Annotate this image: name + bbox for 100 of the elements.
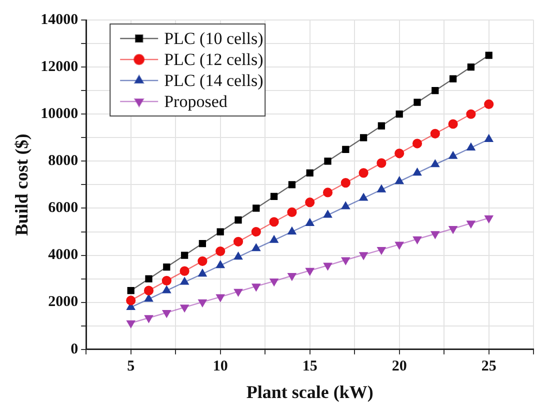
point: [216, 246, 226, 256]
point: [466, 220, 476, 228]
legend-label: PLC (14 cells): [164, 70, 264, 90]
point: [360, 134, 368, 142]
point: [341, 257, 350, 265]
point: [340, 178, 350, 188]
point: [305, 198, 315, 208]
legend-label: PLC (10 cells): [164, 28, 264, 48]
point: [288, 181, 296, 188]
point: [162, 276, 172, 286]
point: [484, 134, 494, 142]
point: [162, 286, 171, 294]
x-tick-label: 20: [392, 358, 407, 374]
x-tick-label: 25: [481, 358, 496, 374]
point: [198, 256, 208, 266]
point: [430, 231, 440, 239]
y-tick-label: 6000: [48, 200, 78, 216]
point: [234, 216, 242, 224]
point: [322, 188, 333, 198]
point: [144, 315, 153, 323]
point: [145, 275, 152, 282]
point: [180, 252, 188, 259]
y-tick-label: 4000: [48, 247, 78, 264]
x-tick-label: 10: [212, 358, 228, 374]
point: [251, 226, 261, 237]
x-axis-title: Plant scale (kW): [246, 382, 374, 402]
y-tick-label: 8000: [48, 153, 78, 170]
point: [270, 192, 278, 200]
point: [287, 207, 297, 218]
point: [448, 151, 458, 159]
point: [270, 235, 278, 243]
point: [252, 284, 260, 292]
point: [144, 294, 153, 302]
x-tick-label: 5: [127, 358, 135, 374]
point: [252, 244, 260, 252]
point: [448, 119, 458, 129]
point: [377, 184, 386, 192]
point: [144, 286, 154, 296]
point: [216, 260, 225, 268]
point: [270, 278, 278, 286]
point: [413, 236, 422, 244]
point: [252, 204, 260, 212]
point: [448, 226, 458, 234]
point: [342, 146, 350, 153]
point: [485, 52, 492, 59]
point: [233, 236, 244, 246]
x-tick-label: 15: [302, 358, 318, 374]
point: [394, 148, 404, 158]
y-tick-label: 12000: [40, 58, 78, 75]
point: [324, 262, 332, 270]
legend-label: Proposed: [164, 92, 228, 111]
point: [126, 296, 136, 306]
point: [216, 228, 224, 236]
point: [288, 273, 296, 281]
legend-label: PLC (12 cells): [164, 50, 264, 69]
y-tick-label: 14000: [40, 12, 78, 28]
point: [126, 320, 136, 328]
point: [180, 277, 189, 285]
point: [430, 160, 440, 168]
point: [306, 218, 314, 226]
point: [414, 98, 421, 106]
point: [341, 202, 350, 210]
point: [324, 210, 332, 218]
point: [449, 75, 457, 82]
point: [306, 268, 314, 276]
point: [162, 310, 171, 318]
point: [396, 110, 403, 118]
point: [358, 168, 368, 178]
point: [466, 109, 476, 119]
point: [413, 168, 422, 176]
point: [376, 158, 386, 168]
y-axis-title: Build cost ($): [11, 134, 32, 236]
point: [359, 252, 368, 260]
point: [412, 138, 422, 148]
point: [324, 158, 332, 165]
point: [234, 252, 242, 260]
point: [198, 299, 207, 307]
point: [198, 240, 206, 248]
point: [180, 304, 189, 312]
point: [216, 294, 225, 302]
point: [484, 215, 494, 223]
point: [306, 169, 314, 177]
point: [395, 176, 404, 184]
point: [395, 242, 404, 250]
point: [377, 246, 386, 254]
point: [359, 193, 368, 201]
y-tick-label: 10000: [40, 106, 78, 122]
point: [430, 128, 440, 138]
point: [198, 269, 207, 277]
point: [467, 63, 475, 71]
point: [432, 87, 439, 94]
y-tick-label: 2000: [48, 294, 78, 310]
point: [269, 217, 279, 227]
y-tick-label: 0: [70, 341, 78, 358]
point: [484, 99, 494, 110]
point: [378, 122, 386, 130]
point: [288, 226, 296, 234]
point: [234, 288, 242, 296]
point: [163, 263, 170, 271]
point: [180, 266, 190, 276]
